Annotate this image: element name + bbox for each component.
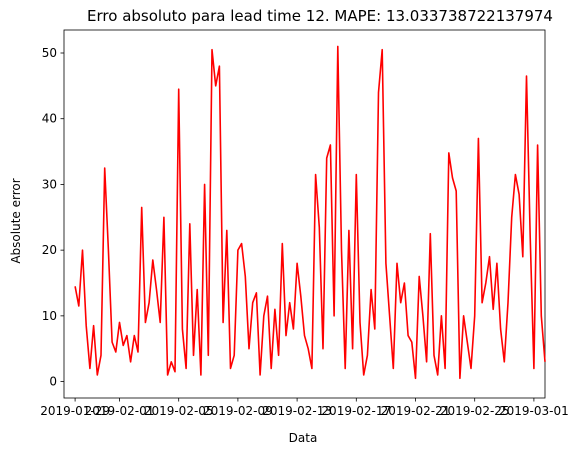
x-tick-label: 2019-02-17 <box>321 404 391 418</box>
y-tick-label: 30 <box>42 177 57 191</box>
x-tick-label: 2019-03-01 <box>499 404 569 418</box>
y-tick-label: 50 <box>42 46 57 60</box>
x-axis-label: Data <box>289 431 318 445</box>
x-tick-label: 2019-02-05 <box>144 404 214 418</box>
x-tick-label: 2019-02-25 <box>440 404 510 418</box>
series-line <box>74 45 546 380</box>
x-tick-label: 2019-02-01 <box>85 404 155 418</box>
chart-title: Erro absoluto para lead time 12. MAPE: 1… <box>87 7 553 25</box>
axes-frame <box>63 29 546 399</box>
plot-area <box>63 29 546 399</box>
y-tick-label: 20 <box>42 243 57 257</box>
x-axis: 2019-01-292019-02-012019-02-052019-02-09… <box>40 398 569 418</box>
y-axis: 0 10 20 30 40 50 <box>42 46 64 389</box>
y-tick-label: 10 <box>42 309 57 323</box>
y-tick-label: 40 <box>42 112 57 126</box>
y-axis-label: Absolute error <box>9 178 23 263</box>
x-tick-label: 2019-02-13 <box>262 404 332 418</box>
x-tick-label: 2019-02-21 <box>381 404 451 418</box>
x-tick-label: 2019-01-29 <box>40 404 110 418</box>
y-tick-label: 0 <box>49 375 57 389</box>
x-tick-label: 2019-02-09 <box>203 404 273 418</box>
